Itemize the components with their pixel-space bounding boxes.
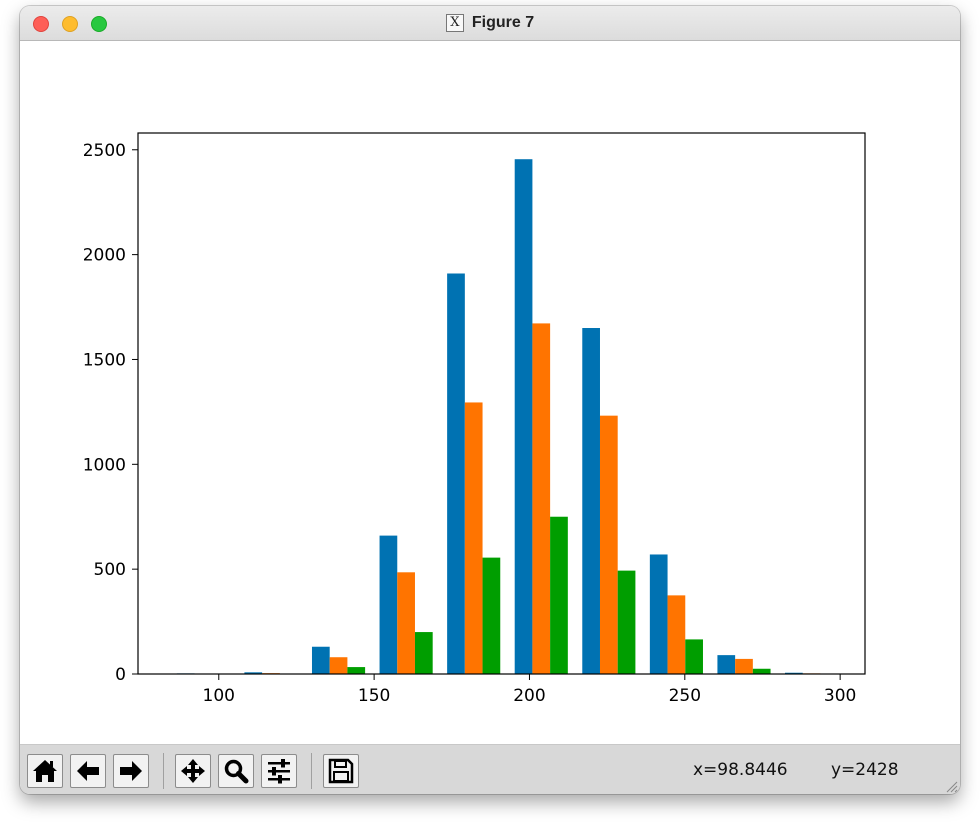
zoom-window-button[interactable] (91, 16, 107, 32)
y-tick-label: 2500 (83, 141, 126, 161)
bar-series-3-bin-8 (685, 639, 703, 674)
bar-series-1-bin-9 (717, 655, 736, 674)
home-icon (33, 760, 57, 782)
bar-series-3-bin-4 (414, 632, 433, 674)
axes-frame (137, 132, 866, 675)
forward-button[interactable] (113, 754, 149, 788)
save-button[interactable] (323, 754, 359, 788)
xquartz-icon: X (445, 14, 464, 32)
y-tick-label: 0 (115, 665, 126, 685)
bar-series-2-bin-9 (735, 658, 753, 674)
bar-series-2-bin-3 (329, 657, 348, 674)
resize-grip-icon[interactable] (942, 777, 958, 793)
home-button[interactable] (27, 754, 63, 788)
bars-group (176, 159, 839, 674)
bar-series-2-bin-4 (397, 572, 415, 674)
bar-series-1-bin-10 (784, 672, 803, 674)
move-icon (181, 759, 205, 783)
sliders-icon (268, 759, 290, 784)
magnifier-icon (224, 759, 249, 784)
bar-series-1-bin-2 (244, 672, 263, 674)
bar-series-1-bin-7 (582, 328, 600, 674)
back-button[interactable] (70, 754, 106, 788)
floppy-disk-icon (328, 758, 354, 784)
bar-series-2-bin-8 (667, 595, 686, 674)
navigation-toolbar: x=98.8446 y=2428 (20, 744, 960, 794)
bar-series-1-bin-5 (447, 273, 465, 674)
bar-series-1-bin-3 (311, 646, 330, 674)
bar-series-3-bin-9 (752, 668, 771, 674)
minimize-button[interactable] (62, 16, 78, 32)
bar-series-2-bin-6 (532, 323, 551, 674)
toolbar-separator (311, 753, 312, 789)
close-button[interactable] (33, 16, 49, 32)
bar-series-3-bin-6 (550, 516, 568, 674)
y-tick-label: 1000 (83, 455, 126, 475)
arrow-left-icon (77, 761, 99, 781)
bar-series-1-bin-6 (514, 159, 533, 674)
x-coordinate-readout: x=98.8446 (693, 760, 788, 780)
bar-series-1-bin-4 (379, 535, 398, 674)
y-axis-ticks: 0 500 1000 1500 2000 2500 (83, 141, 138, 685)
arrow-right-icon (120, 761, 142, 781)
x-tick-label: 200 (513, 686, 545, 706)
zoom-button[interactable] (218, 754, 254, 788)
histogram-chart: 100 150 200 250 300 0 500 1000 1500 2000 2500 (83, 132, 866, 706)
configure-subplots-button[interactable] (261, 754, 297, 788)
title-bar[interactable]: X Figure 7 (20, 6, 960, 41)
toolbar-separator (163, 753, 164, 789)
title-area: X Figure 7 (20, 6, 960, 40)
bar-series-2-bin-5 (464, 402, 483, 674)
x-tick-label: 100 (203, 686, 235, 706)
x-tick-label: 300 (824, 686, 856, 706)
y-coordinate-readout: y=2428 (831, 760, 899, 780)
bar-series-3-bin-7 (617, 570, 636, 674)
x-tick-label: 250 (669, 686, 701, 706)
figure-canvas[interactable]: 100 150 200 250 300 0 500 1000 1500 2000 2500 (20, 41, 960, 744)
figure-window: X Figure 7 100 150 200 250 300 0 500 1000 1500 2… (20, 6, 960, 794)
y-tick-label: 1500 (83, 350, 126, 370)
y-tick-label: 2000 (83, 246, 126, 266)
window-title: Figure 7 (471, 14, 535, 31)
y-tick-label: 500 (94, 560, 126, 580)
pan-button[interactable] (175, 754, 211, 788)
bar-series-2-bin-7 (599, 415, 618, 674)
x-axis-ticks: 100 150 200 250 300 (203, 674, 856, 706)
bar-series-1-bin-8 (649, 554, 668, 674)
x-tick-label: 150 (358, 686, 390, 706)
bar-series-3-bin-5 (482, 557, 501, 674)
bar-series-3-bin-3 (347, 667, 366, 674)
